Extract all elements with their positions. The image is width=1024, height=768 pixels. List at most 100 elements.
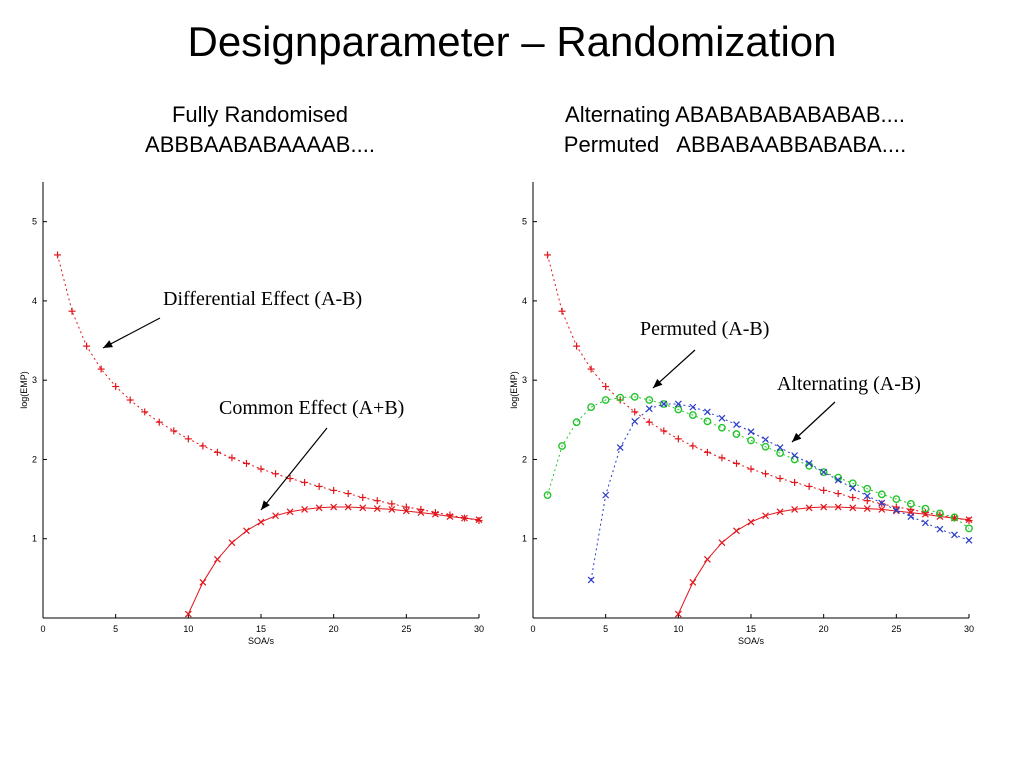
data-point	[921, 504, 930, 513]
right-subtitle-line-2: Permuted ABBABAABBABABA....	[563, 132, 907, 157]
data-point	[330, 486, 338, 494]
series-line	[187, 506, 480, 615]
data-point	[228, 539, 236, 547]
series-common-effect-a-b	[184, 503, 483, 618]
annotation: Alternating (A-B)	[773, 370, 938, 443]
series-line	[590, 403, 970, 580]
annotation-background	[159, 285, 397, 311]
data-point	[776, 474, 784, 482]
data-point	[446, 511, 454, 519]
data-point	[54, 251, 62, 259]
data-point	[602, 491, 610, 499]
data-point	[315, 482, 323, 490]
data-point	[68, 307, 76, 315]
data-point	[761, 442, 770, 451]
annotation: Permuted (A-B)	[636, 315, 773, 389]
y-tick-label: 4	[522, 296, 527, 306]
annotation-text: Common Effect (A+B)	[219, 397, 404, 419]
x-axis-label: SOA/s	[738, 636, 765, 646]
data-point	[674, 435, 682, 443]
x-tick-label: 20	[329, 624, 339, 634]
data-point	[587, 365, 595, 373]
data-point	[573, 342, 581, 350]
data-point	[848, 479, 857, 488]
data-point	[170, 427, 178, 435]
data-point	[417, 509, 425, 516]
data-point	[950, 513, 959, 522]
y-tick-label: 5	[522, 217, 527, 227]
data-point	[543, 491, 552, 500]
x-tick-label: 20	[819, 624, 829, 634]
data-point	[805, 482, 813, 490]
data-point	[286, 474, 294, 482]
data-point	[820, 486, 828, 494]
data-point	[301, 478, 309, 486]
data-point	[645, 405, 653, 413]
data-point	[791, 452, 799, 459]
data-point	[402, 503, 410, 511]
data-point	[674, 610, 682, 618]
data-point	[965, 536, 973, 544]
y-tick-label: 3	[522, 375, 527, 385]
data-point	[776, 449, 784, 458]
data-point	[762, 436, 769, 444]
data-point	[820, 468, 828, 476]
left-chart-subtitle: Fully Randomised ABBBAABABAAAAB....	[80, 100, 440, 160]
annotation-text: Differential Effect (A-B)	[163, 288, 362, 310]
x-tick-label: 15	[746, 624, 756, 634]
data-point	[431, 510, 439, 518]
data-point	[674, 400, 682, 408]
right-chart-panel: 0 5 10 15 20 25 30 1 2 3 4 5 SOA/s log(EMP) Permuted (…	[505, 170, 975, 670]
data-point	[587, 403, 596, 412]
x-tick-label: 10	[183, 624, 193, 634]
data-point	[762, 470, 770, 478]
data-point	[601, 396, 610, 404]
data-point	[965, 524, 973, 533]
data-point	[257, 465, 265, 473]
data-point	[733, 527, 740, 535]
data-point	[544, 251, 552, 259]
data-point	[83, 342, 91, 350]
data-point	[660, 427, 668, 435]
annotation-arrow	[102, 317, 161, 349]
data-point	[689, 403, 697, 411]
data-point	[892, 506, 900, 514]
data-point	[141, 408, 149, 416]
data-point	[344, 503, 352, 511]
data-point	[863, 492, 871, 500]
data-point	[645, 418, 653, 426]
data-point	[616, 444, 624, 451]
data-point	[199, 442, 207, 450]
left-chart-panel: 0 5 10 15 20 25 30 1 2 3 4 5 SOA/s log(EMP) Differenti…	[15, 170, 485, 670]
y-axis-label: log(EMP)	[19, 371, 29, 409]
data-point	[776, 508, 784, 516]
annotation-background	[773, 370, 938, 396]
data-point	[819, 468, 828, 477]
data-point	[315, 504, 323, 512]
data-point	[733, 421, 740, 428]
data-point	[97, 365, 105, 373]
data-point	[747, 428, 755, 436]
x-tick-label: 0	[530, 624, 535, 634]
data-point	[402, 507, 410, 515]
x-axis-label: SOA/s	[248, 636, 275, 646]
data-point	[286, 508, 294, 516]
data-point	[718, 539, 726, 547]
data-point	[805, 504, 813, 512]
arrowhead	[261, 500, 270, 510]
y-tick-label: 3	[32, 375, 37, 385]
annotation: Differential Effect (A-B)	[102, 285, 397, 349]
data-point	[228, 454, 236, 462]
data-point	[631, 408, 639, 416]
y-tick-label: 1	[32, 534, 37, 544]
left-chart: 0 5 10 15 20 25 30 1 2 3 4 5 SOA/s log(EMP) Differenti…	[19, 182, 484, 646]
data-point	[461, 514, 468, 522]
data-point	[921, 510, 929, 518]
y-tick-label: 4	[32, 296, 37, 306]
data-point	[388, 505, 396, 513]
arrowhead	[103, 340, 113, 348]
data-point	[791, 505, 799, 513]
data-point	[863, 505, 871, 513]
annotation-background	[636, 315, 773, 341]
data-point	[660, 400, 668, 408]
